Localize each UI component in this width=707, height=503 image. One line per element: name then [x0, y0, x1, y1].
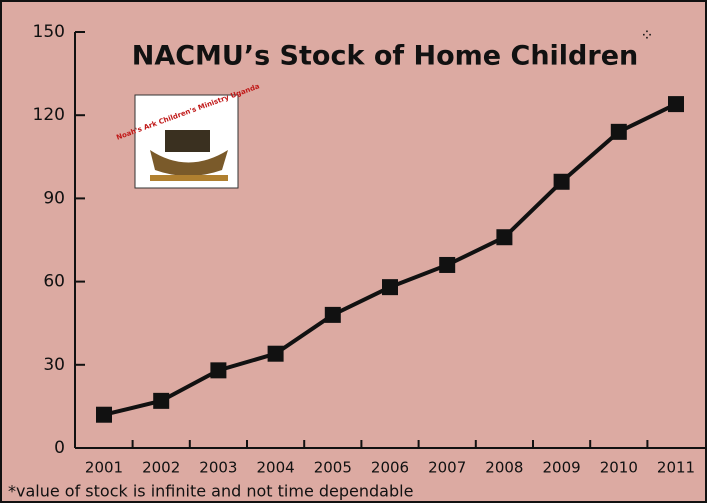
x-tick-label: 2005: [314, 459, 352, 477]
logo-cabin: [165, 130, 210, 152]
marker: [496, 229, 512, 245]
x-tick-label: 2008: [485, 459, 523, 477]
x-tick-label: 2011: [657, 459, 695, 477]
x-tick-label: 2010: [600, 459, 638, 477]
marker: [554, 174, 570, 190]
x-tick-label: 2001: [85, 459, 123, 477]
y-tick-label: 0: [54, 438, 65, 458]
logo-base: [150, 175, 228, 181]
chart: NACMU’s Stock of Home Children ⁘ *value …: [0, 0, 707, 503]
y-tick-label: 90: [43, 188, 65, 208]
marker: [210, 362, 226, 378]
x-tick-label: 2004: [257, 459, 295, 477]
x-tick-label: 2002: [142, 459, 180, 477]
marker: [611, 124, 627, 140]
marker: [439, 257, 455, 273]
marker: [268, 346, 284, 362]
title-marker: ⁘: [640, 26, 653, 45]
y-tick-label: 150: [33, 22, 65, 42]
x-tick-label: 2007: [428, 459, 466, 477]
y-tick-label: 60: [43, 272, 65, 292]
background: [1, 1, 706, 502]
x-tick-label: 2009: [543, 459, 581, 477]
x-tick-label: 2006: [371, 459, 409, 477]
marker: [153, 393, 169, 409]
y-tick-label: 30: [43, 355, 65, 375]
marker: [96, 407, 112, 423]
footnote: *value of stock is infinite and not time…: [8, 482, 413, 501]
x-tick-label: 2003: [199, 459, 237, 477]
marker: [382, 279, 398, 295]
y-tick-label: 120: [33, 105, 65, 125]
marker: [325, 307, 341, 323]
marker: [668, 96, 684, 112]
chart-title: NACMU’s Stock of Home Children: [132, 41, 639, 72]
